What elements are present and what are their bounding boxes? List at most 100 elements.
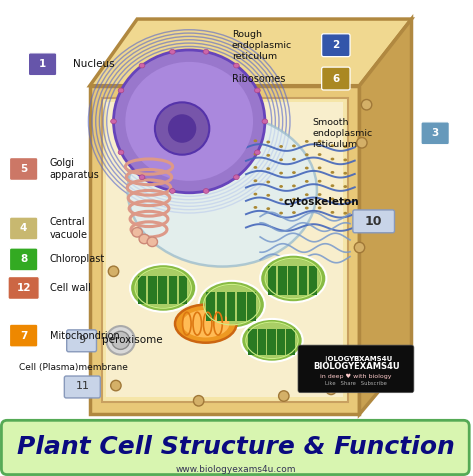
Text: 7: 7 bbox=[20, 330, 27, 341]
Bar bbox=[277, 341, 285, 349]
Ellipse shape bbox=[254, 88, 260, 93]
Bar bbox=[267, 335, 276, 343]
Ellipse shape bbox=[169, 188, 175, 193]
Bar bbox=[179, 276, 187, 284]
Ellipse shape bbox=[128, 114, 317, 267]
Ellipse shape bbox=[357, 138, 367, 148]
Bar bbox=[258, 347, 266, 355]
Bar bbox=[248, 329, 256, 337]
Bar bbox=[286, 347, 295, 355]
Bar bbox=[289, 279, 297, 288]
Bar bbox=[267, 329, 276, 337]
Bar bbox=[278, 266, 287, 275]
Ellipse shape bbox=[175, 305, 236, 343]
Text: BIOLOGYEXAMS4U: BIOLOGYEXAMS4U bbox=[313, 362, 400, 371]
Bar bbox=[289, 266, 297, 275]
Ellipse shape bbox=[266, 207, 270, 210]
Bar bbox=[289, 286, 297, 295]
Text: in deep ♥ with biology: in deep ♥ with biology bbox=[320, 373, 392, 379]
Ellipse shape bbox=[262, 119, 268, 124]
Bar bbox=[237, 312, 245, 321]
Ellipse shape bbox=[266, 194, 270, 197]
Bar bbox=[248, 347, 256, 355]
Ellipse shape bbox=[266, 154, 270, 157]
Bar bbox=[206, 312, 215, 321]
Ellipse shape bbox=[247, 323, 297, 358]
Bar bbox=[158, 296, 167, 304]
Bar bbox=[247, 299, 256, 307]
Ellipse shape bbox=[326, 384, 336, 395]
Ellipse shape bbox=[318, 140, 322, 143]
Ellipse shape bbox=[305, 180, 309, 183]
Ellipse shape bbox=[318, 207, 322, 209]
Ellipse shape bbox=[254, 150, 260, 155]
Ellipse shape bbox=[139, 63, 145, 68]
Ellipse shape bbox=[279, 391, 289, 401]
Ellipse shape bbox=[139, 234, 149, 244]
Polygon shape bbox=[106, 102, 343, 397]
Text: 11: 11 bbox=[76, 380, 90, 391]
Bar bbox=[248, 335, 256, 343]
Ellipse shape bbox=[292, 211, 296, 214]
Ellipse shape bbox=[168, 114, 196, 143]
Text: Like   Share   Subscribe: Like Share Subscribe bbox=[325, 381, 387, 386]
Ellipse shape bbox=[132, 228, 142, 237]
Text: Cell wall: Cell wall bbox=[50, 283, 90, 293]
Ellipse shape bbox=[111, 119, 116, 124]
Ellipse shape bbox=[106, 326, 135, 355]
Bar bbox=[206, 292, 215, 301]
Ellipse shape bbox=[111, 380, 121, 391]
Bar bbox=[138, 282, 146, 291]
Ellipse shape bbox=[279, 198, 283, 201]
Bar bbox=[298, 273, 307, 281]
Text: cytoskeleton: cytoskeleton bbox=[284, 197, 359, 207]
Text: Nucleus: Nucleus bbox=[73, 59, 115, 69]
Text: Central
vacuole: Central vacuole bbox=[50, 217, 88, 240]
Bar bbox=[267, 341, 276, 349]
Bar bbox=[277, 347, 285, 355]
Bar bbox=[309, 266, 317, 275]
Bar bbox=[138, 276, 146, 284]
Ellipse shape bbox=[305, 140, 309, 143]
Ellipse shape bbox=[254, 153, 257, 156]
Ellipse shape bbox=[354, 242, 365, 253]
Ellipse shape bbox=[254, 179, 257, 182]
Ellipse shape bbox=[193, 396, 204, 406]
Ellipse shape bbox=[361, 99, 372, 110]
Ellipse shape bbox=[155, 102, 209, 155]
Bar bbox=[277, 335, 285, 343]
Bar bbox=[158, 282, 167, 291]
Bar bbox=[278, 286, 287, 295]
Ellipse shape bbox=[136, 268, 190, 307]
Bar bbox=[206, 299, 215, 307]
Ellipse shape bbox=[343, 145, 347, 148]
FancyBboxPatch shape bbox=[8, 277, 39, 299]
Bar bbox=[227, 306, 236, 314]
FancyBboxPatch shape bbox=[322, 34, 350, 57]
Ellipse shape bbox=[305, 207, 309, 209]
Ellipse shape bbox=[241, 319, 303, 362]
Text: www.biologyexams4u.com: www.biologyexams4u.com bbox=[175, 465, 296, 474]
Ellipse shape bbox=[279, 185, 283, 188]
Ellipse shape bbox=[343, 159, 347, 161]
Bar bbox=[268, 286, 276, 295]
Polygon shape bbox=[90, 86, 359, 414]
Bar bbox=[268, 279, 276, 288]
Bar bbox=[298, 266, 307, 275]
Text: peroxisome: peroxisome bbox=[102, 335, 162, 346]
Bar bbox=[158, 276, 167, 284]
Ellipse shape bbox=[279, 172, 283, 175]
FancyBboxPatch shape bbox=[1, 420, 469, 475]
Ellipse shape bbox=[260, 255, 326, 302]
Ellipse shape bbox=[292, 145, 296, 148]
Bar bbox=[298, 286, 307, 295]
Ellipse shape bbox=[331, 171, 334, 174]
Ellipse shape bbox=[279, 145, 283, 148]
Ellipse shape bbox=[279, 159, 283, 161]
Bar bbox=[267, 347, 276, 355]
Ellipse shape bbox=[292, 158, 296, 161]
FancyBboxPatch shape bbox=[9, 217, 38, 240]
Bar bbox=[206, 306, 215, 314]
Bar bbox=[258, 335, 266, 343]
Text: 8: 8 bbox=[20, 254, 27, 265]
